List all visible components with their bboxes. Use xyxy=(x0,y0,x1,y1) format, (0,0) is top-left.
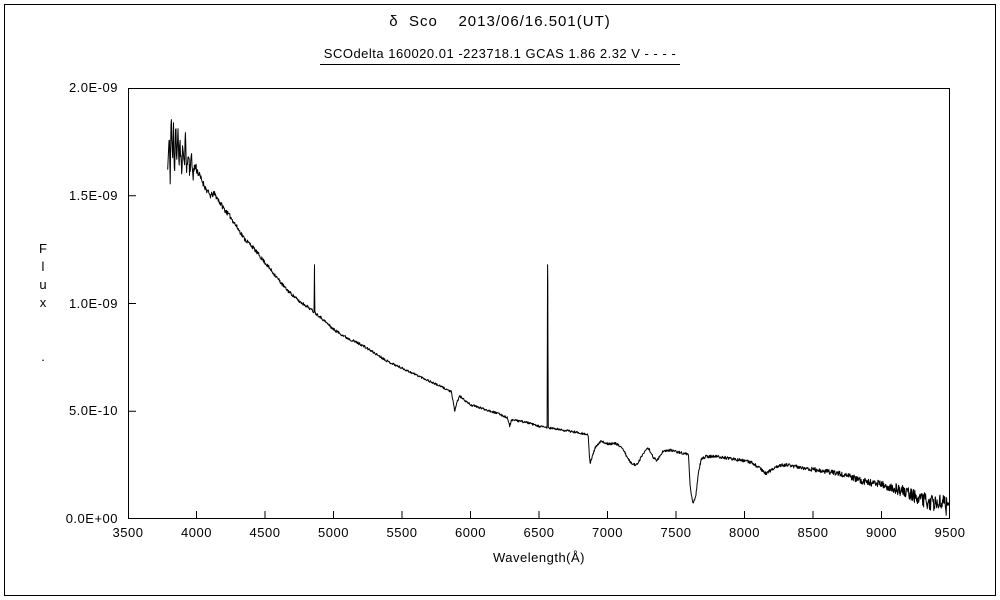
spectrum-plot-area xyxy=(128,88,950,519)
y-tick-label: 0.0E+00 xyxy=(65,511,118,526)
x-tick-label: 4000 xyxy=(181,525,212,540)
x-axis-label: Wavelength(Å) xyxy=(493,550,585,565)
x-tick-label: 8500 xyxy=(797,525,829,540)
x-tick-label: 8000 xyxy=(729,525,760,540)
chart-subtitle: SCOdelta 160020.01 -223718.1 GCAS 1.86 2… xyxy=(319,46,681,65)
chart-title: δ Sco 2013/06/16.501(UT) xyxy=(389,13,611,30)
chart-subtitle-row: SCOdelta 160020.01 -223718.1 GCAS 1.86 2… xyxy=(0,45,1000,65)
y-tick-label: 1.0E-09 xyxy=(68,295,118,311)
outer-border xyxy=(4,4,996,596)
x-tick-label: 6000 xyxy=(455,525,486,540)
axis-ticks xyxy=(128,88,950,519)
x-tick-label: 7000 xyxy=(592,525,623,540)
x-tick-label: 5000 xyxy=(318,525,349,540)
x-tick-label: 5500 xyxy=(386,525,418,540)
x-tick-label: 4500 xyxy=(249,525,281,540)
y-tick-label: 5.0E-10 xyxy=(68,403,118,419)
y-axis-label-wrap: Flux . xyxy=(32,88,54,519)
y-axis-label: Flux . xyxy=(35,240,51,367)
y-tick-label: 1.5E-09 xyxy=(68,187,118,203)
plot-border xyxy=(128,88,950,519)
x-tick-label: 3500 xyxy=(112,525,144,540)
x-tick-label: 7500 xyxy=(660,525,692,540)
x-tick-label: 9000 xyxy=(866,525,897,540)
y-tick-label: 2.0E-09 xyxy=(68,80,118,95)
spectrum-line xyxy=(167,119,950,516)
x-tick-label: 9500 xyxy=(934,525,966,540)
x-tick-label: 6500 xyxy=(523,525,555,540)
